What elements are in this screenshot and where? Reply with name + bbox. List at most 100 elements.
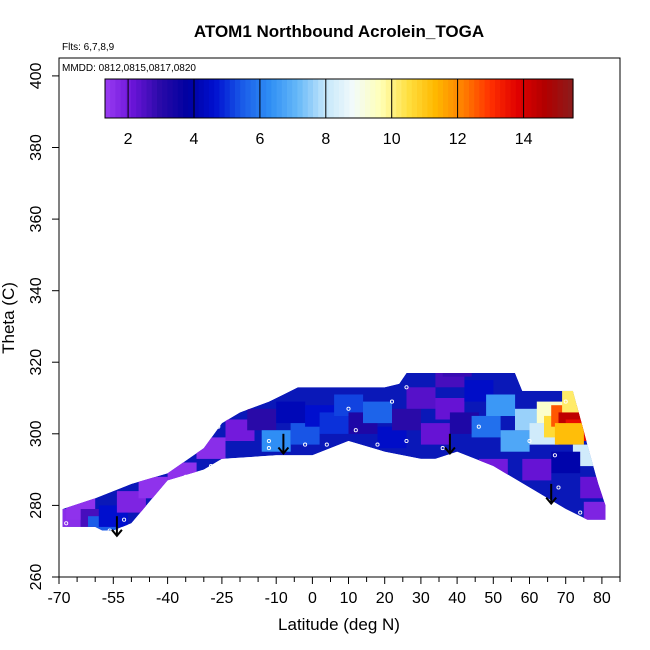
heatmap-cell — [500, 430, 530, 452]
x-tick-label: 40 — [448, 590, 466, 607]
colorbar-segment — [219, 79, 226, 118]
heatmap-cell — [363, 401, 392, 424]
colorbar-segment — [209, 79, 215, 118]
x-tick-label: -25 — [210, 590, 233, 607]
colorbar-segment — [276, 79, 283, 118]
colorbar-tick-label: 14 — [515, 131, 533, 148]
colorbar-segment — [240, 79, 246, 118]
colorbar-segment — [339, 79, 345, 118]
x-tick-label: -40 — [156, 590, 179, 607]
colorbar-segment — [281, 79, 288, 118]
x-tick-label: 50 — [484, 590, 502, 607]
colorbar-segment — [391, 79, 397, 118]
colorbar-segment — [162, 79, 168, 118]
colorbar-segment — [271, 79, 278, 118]
colorbar-segment — [110, 79, 116, 118]
mmdd-annotation: MMDD: 0812,0815,0817,0820 — [62, 63, 196, 74]
colorbar-segment — [479, 79, 486, 118]
colorbar-segment — [261, 79, 267, 118]
direction-arrow — [545, 483, 557, 506]
colorbar-segment — [354, 79, 361, 118]
colorbar-segment — [448, 79, 454, 118]
colorbar-segment — [318, 79, 324, 118]
sample-point — [346, 406, 351, 411]
direction-arrow-head — [277, 446, 290, 456]
sample-point — [389, 399, 395, 404]
colorbar: 2 4 6 8 10 12 14 — [104, 78, 574, 148]
heatmap-layer — [62, 363, 606, 538]
colorbar-segment — [115, 79, 122, 118]
colorbar-segment — [552, 79, 558, 118]
heatmap-cell — [420, 423, 450, 445]
y-tick-label: 380 — [28, 134, 45, 161]
colorbar-segment — [359, 79, 366, 118]
sample-point — [266, 438, 271, 444]
colorbar-segment — [463, 79, 470, 118]
colorbar-tick-label: 10 — [383, 131, 401, 148]
colorbar-segment — [385, 79, 392, 118]
sample-point — [266, 446, 271, 451]
colorbar-segment — [307, 79, 314, 118]
colorbar-frame — [104, 78, 574, 119]
colorbar-segment — [229, 79, 236, 118]
colorbar-tick-label: 12 — [449, 131, 467, 148]
colorbar-segment — [266, 79, 272, 118]
colorbar-segment — [500, 79, 506, 118]
heatmap-cell — [442, 373, 472, 377]
sample-point — [64, 521, 69, 526]
colorbar-segment — [203, 79, 210, 118]
y-tick-label: 340 — [28, 277, 45, 304]
heatmap-cell — [554, 423, 584, 445]
x-tick-label: 70 — [557, 590, 575, 607]
colorbar-segment — [541, 79, 548, 118]
colorbar-segment — [380, 79, 387, 118]
sample-point — [552, 453, 557, 458]
direction-arrow — [277, 433, 290, 456]
heatmap-cell — [583, 501, 606, 524]
heatmap-cell — [334, 394, 364, 416]
heatmap-cell — [522, 458, 552, 481]
sample-point — [183, 474, 188, 479]
colorbar-segment — [292, 79, 298, 118]
colorbar-segment — [193, 79, 200, 118]
colorbar-segment — [370, 79, 376, 118]
colorbar-segment — [224, 79, 231, 118]
colorbar-segment — [469, 79, 475, 118]
colorbar-segment — [120, 79, 127, 118]
colorbar-segment — [188, 79, 194, 118]
x-tick-label: 80 — [593, 590, 611, 607]
sample-point — [578, 510, 583, 515]
colorbar-segment — [141, 79, 148, 118]
colorbar-segment — [255, 79, 262, 118]
direction-arrow-head — [111, 529, 123, 538]
colorbar-segment — [526, 79, 532, 118]
y-tick-label: 320 — [28, 349, 45, 376]
colorbar-segment — [125, 79, 132, 118]
sample-point — [93, 528, 98, 533]
heatmap-cell — [276, 401, 306, 424]
colorbar-segment — [437, 79, 444, 118]
heatmap-cell — [290, 423, 320, 445]
colorbar-segment — [453, 79, 460, 118]
heatmap-cell — [486, 394, 516, 416]
sample-point — [375, 442, 380, 447]
colorbar-segment — [557, 79, 564, 118]
colorbar-segment — [411, 79, 418, 118]
x-axis-label: Latitude (deg N) — [278, 615, 400, 634]
colorbar-segment — [328, 79, 335, 118]
colorbar-segment — [531, 79, 538, 118]
colorbar-segment — [505, 79, 512, 118]
colorbar-segment — [313, 79, 319, 118]
x-tick-label: -70 — [47, 590, 70, 607]
colorbar-segment — [567, 79, 574, 118]
colorbar-segment — [245, 79, 252, 118]
colorbar-segment — [365, 79, 371, 118]
colorbar-segment — [484, 79, 491, 118]
colorbar-segment — [136, 79, 142, 118]
colorbar-segment — [198, 79, 205, 118]
direction-arrow-head — [545, 496, 557, 506]
y-tick-label: 300 — [28, 420, 45, 447]
direction-arrow — [444, 433, 456, 456]
y-tick-label: 360 — [28, 206, 45, 233]
